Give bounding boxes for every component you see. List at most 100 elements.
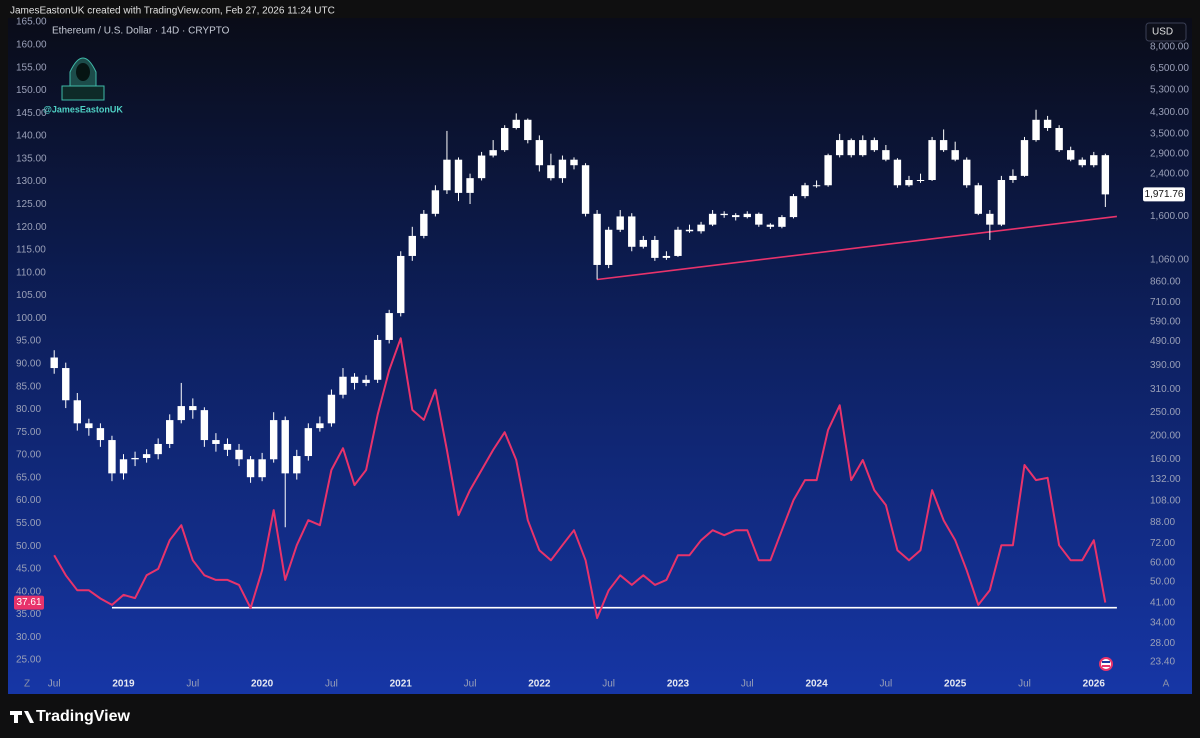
last-price-label: 1,971.76 (1145, 189, 1184, 200)
candle-body (732, 215, 740, 218)
y2-tick-label: 490.00 (1150, 336, 1181, 347)
y-tick-label: 100.00 (16, 313, 47, 324)
candle-body (258, 459, 266, 478)
candle-body (812, 185, 821, 187)
candle-body (246, 459, 255, 478)
candle-body (96, 428, 105, 441)
y-tick-label: 105.00 (16, 290, 47, 301)
y-tick-label: 55.00 (16, 518, 41, 529)
candle-body (1043, 119, 1052, 129)
candle-body (200, 410, 209, 441)
x-tick-label: 2022 (528, 679, 551, 690)
candle-body (928, 140, 936, 181)
candle-body (893, 159, 902, 186)
watermark: @JamesEastonUK (43, 104, 123, 114)
candle-body (269, 420, 278, 460)
x-tick-label: Jul (48, 679, 61, 690)
candle-body (674, 229, 682, 256)
candle-body (166, 420, 174, 444)
y-tick-label: 85.00 (16, 381, 41, 392)
y-tick-label: 120.00 (16, 222, 47, 233)
candle-body (212, 440, 220, 444)
x-tick-label: 2021 (390, 679, 413, 690)
candle-body (131, 457, 139, 460)
currency-button[interactable] (1145, 22, 1187, 42)
candle-body (316, 423, 324, 429)
candle-body (408, 235, 416, 256)
symbol-title: Ethereum / U.S. Dollar · 14D · CRYPTO (52, 26, 230, 37)
y2-tick-label: 1,060.00 (1150, 254, 1189, 265)
candle-body (454, 159, 463, 193)
candle-body (1101, 155, 1110, 195)
candle-body (339, 376, 347, 395)
plot-area (50, 109, 1117, 620)
last-value-label: 37.61 (16, 597, 41, 608)
y2-tick-label: 8,000.00 (1150, 41, 1189, 52)
chart-panel (8, 18, 1192, 694)
candle-body (500, 128, 509, 151)
y-tick-label: 45.00 (16, 564, 41, 575)
candle-body (801, 185, 809, 197)
candle-body (951, 150, 959, 160)
scale-button[interactable]: Z (24, 679, 30, 690)
y-tick-label: 135.00 (16, 153, 47, 164)
x-tick-label: Jul (464, 679, 477, 690)
y2-tick-label: 710.00 (1150, 297, 1181, 308)
candle-body (824, 155, 832, 186)
currency[interactable]: USD (1152, 27, 1173, 38)
candle-body (50, 357, 58, 369)
y2-tick-label: 132.00 (1150, 474, 1181, 485)
candle-body (397, 255, 405, 314)
brand: TradingView (36, 708, 131, 725)
candle-body (420, 213, 428, 236)
y-tick-label: 110.00 (16, 267, 46, 278)
y2-tick-label: 50.00 (1150, 577, 1175, 588)
candle-body (373, 339, 382, 380)
x-tick-label: 2024 (805, 679, 828, 690)
candle-body (986, 213, 994, 225)
y-tick-label: 80.00 (16, 404, 41, 415)
candle-body (628, 216, 636, 247)
logo (61, 57, 105, 101)
x-tick-label: Jul (1018, 679, 1031, 690)
candle-body (558, 159, 567, 179)
candle-body (570, 159, 578, 166)
y-tick-label: 35.00 (16, 609, 41, 620)
candle-body (85, 423, 93, 429)
candle-body (662, 255, 671, 258)
y-tick-label: 95.00 (16, 336, 41, 347)
candle-body (685, 229, 694, 232)
candle-body (304, 428, 313, 457)
candle-body (1055, 128, 1063, 151)
x-tick-label: Jul (325, 679, 338, 690)
candle-body (177, 406, 185, 421)
y2-tick-label: 28.00 (1150, 638, 1175, 649)
candle-body (477, 155, 486, 179)
y2-tick-label: 108.00 (1150, 495, 1181, 506)
candle-body (708, 213, 717, 225)
candle-body (512, 119, 520, 129)
candle-body (870, 140, 879, 151)
candle-body (974, 185, 982, 214)
y2-tick-label: 34.00 (1150, 617, 1175, 628)
candle-body (62, 368, 70, 401)
scale-button[interactable]: A (1163, 679, 1170, 690)
candle-body (524, 119, 532, 141)
candle-body (1078, 159, 1086, 166)
y-tick-label: 165.00 (16, 17, 47, 28)
candle-body (997, 180, 1006, 225)
credit: JamesEastonUK created with TradingView.c… (10, 6, 335, 17)
trend-line (597, 215, 1117, 281)
candle-body (593, 213, 601, 265)
candle-body (651, 239, 659, 258)
candle-body (547, 165, 555, 179)
y-tick-label: 125.00 (16, 199, 47, 210)
y-tick-label: 75.00 (16, 427, 41, 438)
y-tick-label: 60.00 (16, 495, 41, 506)
candle-body (385, 313, 393, 340)
axes: 25.00 30.00 35.00 40.00 45.00 50.00 55.00 60.00… (14, 17, 1189, 690)
candle-body (963, 159, 971, 186)
candle-body (350, 376, 359, 383)
candle-body (431, 190, 440, 214)
last-value-box (14, 595, 44, 610)
